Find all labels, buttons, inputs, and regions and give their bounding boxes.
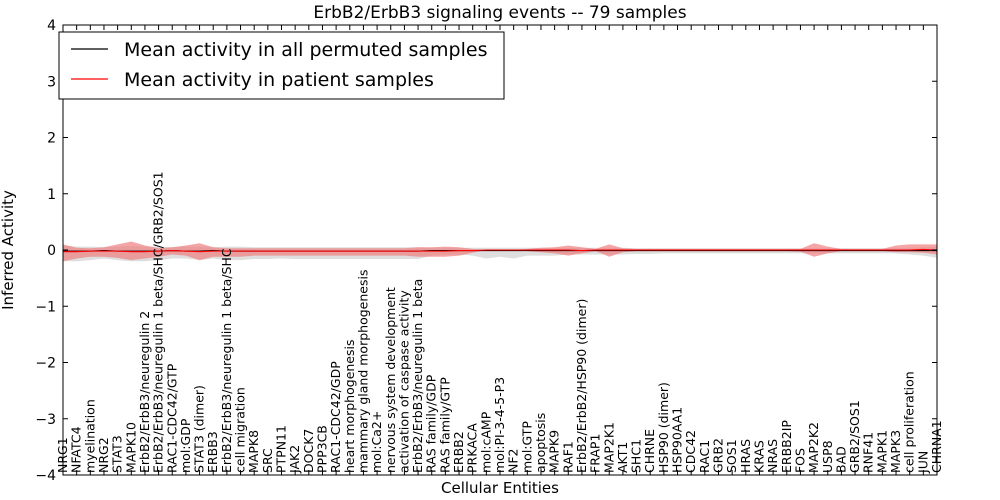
x-axis-label: Cellular Entities — [441, 479, 559, 497]
legend: Mean activity in all permuted samples Me… — [58, 31, 505, 100]
x-tick-label: heart morphogenesis — [342, 339, 357, 473]
x-tick-label: ErbB2/ErbB3/neuregulin 1 beta — [410, 279, 425, 473]
y-axis: −4 −3 −2 −1 0 1 2 3 4 — [35, 18, 937, 484]
x-tick-label: nervous system development — [383, 287, 398, 473]
x-tick-label: HRAS — [738, 439, 753, 473]
series-line-permuted — [63, 250, 937, 252]
x-tick-label: GRB2/SOS1 — [847, 400, 862, 473]
x-tick-label: JUN — [915, 451, 930, 474]
x-tick-label: MAPK10 — [123, 422, 138, 473]
legend-box — [58, 31, 505, 100]
x-tick-label: ErbB2/ErbB3/neuregulin 1 beta/SHC — [219, 248, 234, 473]
x-tick-label: NRAS — [765, 439, 780, 473]
series-lines — [63, 248, 938, 253]
chart-title: ErbB2/ErbB3 signaling events -- 79 sampl… — [313, 3, 686, 23]
x-tick-label: MAPK9 — [547, 430, 562, 473]
x-tick-label: NF2 — [506, 449, 521, 474]
x-tick-label: ErbB2/ErbB2/HSP90 (dimer) — [574, 299, 589, 473]
x-tick-label: BAD — [833, 446, 848, 473]
y-tick-label: 3 — [47, 74, 56, 90]
x-tick-label: mol:PI-3-4-5-P3 — [492, 377, 507, 473]
x-tick-label: RAC1-CDC42/GDP — [328, 361, 343, 473]
x-tick-label: RAS family/GDP — [424, 374, 439, 473]
x-tick-label: mol:Ca2+ — [369, 411, 384, 473]
y-tick-label: 1 — [47, 187, 56, 203]
x-tick-label: ERBB2 — [451, 431, 466, 473]
x-tick-label: HSP90 (dimer) — [656, 382, 671, 473]
legend-label-patient: Mean activity in patient samples — [124, 69, 434, 91]
x-tick-label: SRC — [260, 448, 275, 473]
x-tick-label: FRAP1 — [588, 434, 603, 473]
x-tick-label: CDC42 — [683, 430, 698, 473]
x-tick-label: PTPN11 — [274, 425, 289, 473]
x-tick-label: RAC1 — [697, 440, 712, 473]
x-tick-label: MAP2K2 — [806, 422, 821, 473]
x-tick-label: DOCK7 — [301, 429, 316, 473]
y-tick-label: −4 — [35, 468, 56, 484]
x-tick-label: PPP3CB — [314, 425, 329, 473]
x-tick-label: MAPK3 — [888, 430, 903, 473]
x-tick-label: MAPK1 — [874, 430, 889, 473]
x-tick-label: HSP90AA1 — [670, 407, 685, 473]
y-tick-label: −2 — [35, 356, 56, 372]
x-tick-label: mol:GDP — [178, 418, 193, 473]
x-tick-label: PRKACA — [465, 423, 480, 473]
x-tick-label: NFATC4 — [69, 426, 84, 473]
x-tick-label: RAC1-CDC42/GTP — [164, 363, 179, 473]
x-tick-label: CHRNE — [642, 429, 657, 473]
x-tick-label: MAP2K1 — [601, 422, 616, 473]
x-tick-label: ErbB2/ErbB3/neuregulin 2 — [137, 311, 152, 473]
x-tick-label: cell proliferation — [902, 371, 917, 473]
x-tick-label: RNF41 — [861, 432, 876, 473]
x-axis: NRG1NFATC4myelinationNRG2STAT3MAPK10ErbB… — [55, 25, 944, 475]
x-tick-label: KRAS — [751, 440, 766, 473]
x-tick-label: MAPK8 — [246, 430, 261, 473]
y-tick-label: 2 — [47, 131, 56, 147]
x-tick-label: AKT1 — [615, 442, 630, 473]
x-tick-label: ErbB2/ErbB3/neuregulin 1 beta/SHC/GRB2/S… — [151, 171, 166, 473]
x-tick-label: SHC1 — [629, 439, 644, 473]
y-tick-label: −3 — [35, 412, 56, 428]
x-tick-label: NRG2 — [96, 437, 111, 473]
x-tick-label: RAF1 — [560, 441, 575, 473]
x-tick-label: mol:cAMP — [478, 411, 493, 473]
x-tick-label: ERBB2IP — [779, 420, 794, 473]
x-tick-label: apoptosis — [533, 413, 548, 473]
x-tick-label: SOS1 — [724, 439, 739, 473]
x-tick-label: myelination — [82, 399, 97, 473]
y-tick-label: 4 — [47, 18, 56, 34]
y-tick-label: −1 — [35, 299, 56, 315]
legend-label-permuted: Mean activity in all permuted samples — [124, 39, 487, 61]
x-tick-label: CHRNA1 — [929, 420, 944, 473]
x-tick-label: cell migration — [233, 387, 248, 473]
x-tick-label: activation of caspase activity — [396, 290, 411, 473]
x-tick-label: ERBB3 — [205, 431, 220, 473]
series-line-patient — [63, 248, 938, 253]
x-tick-label: STAT3 (dimer) — [192, 385, 207, 473]
x-tick-label: STAT3 — [110, 435, 125, 473]
x-tick-label: JAK2 — [287, 445, 302, 474]
y-axis-label: Inferred Activity — [0, 190, 17, 310]
x-tick-label: mammary gland morphogenesis — [355, 270, 370, 473]
x-tick-label: NRG1 — [55, 437, 70, 473]
x-tick-label: RAS family/GTP — [437, 377, 452, 473]
x-tick-label: FOS — [792, 448, 807, 473]
y-tick-label: 0 — [47, 243, 56, 259]
x-tick-label: USP8 — [820, 440, 835, 473]
x-tick-label: GRB2 — [711, 438, 726, 473]
x-tick-label: mol:GTP — [519, 421, 534, 473]
